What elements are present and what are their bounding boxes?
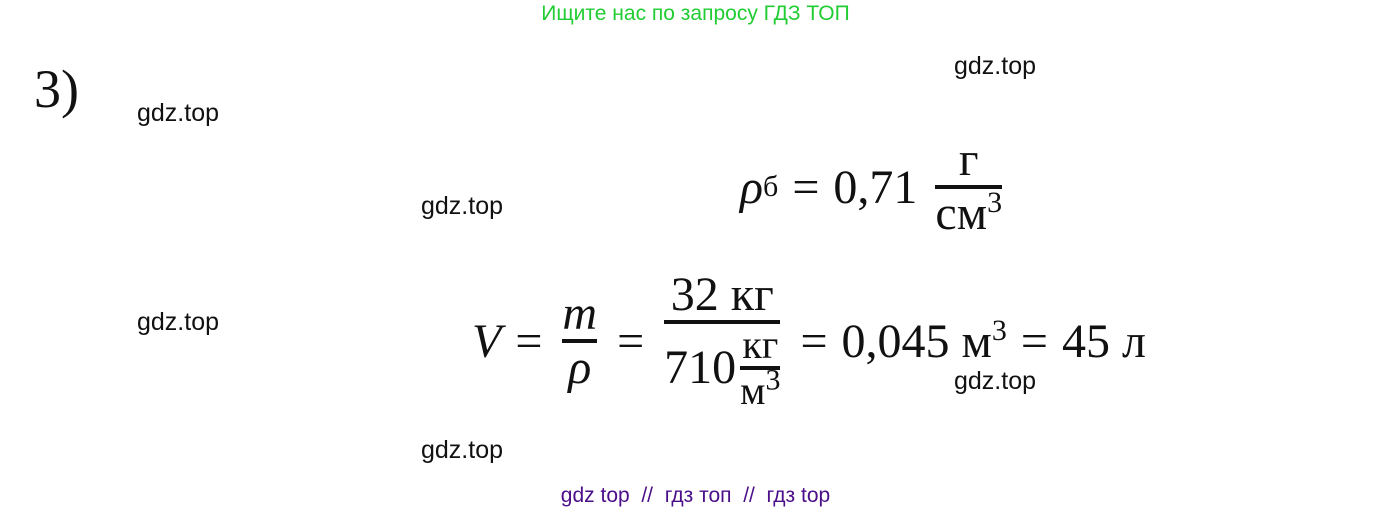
watermark: gdz.top bbox=[137, 99, 220, 127]
watermark: gdz.top bbox=[421, 436, 504, 464]
volume-equation: V = m ρ = 32 кг 710 кг м3 = 0,045 м3 = 4… bbox=[472, 268, 1146, 414]
volume-symbol: V bbox=[472, 314, 502, 368]
equals: = bbox=[792, 160, 820, 214]
equals: = bbox=[1020, 314, 1048, 368]
density-value: 0,71 bbox=[833, 160, 918, 214]
denominator: см3 bbox=[935, 186, 1003, 241]
mass-density-fraction: m ρ bbox=[562, 286, 598, 395]
footer-banner: gdz top // гдз топ // гдз top bbox=[560, 484, 831, 507]
header-banner: Ищите нас по запросу ГДЗ ТОП bbox=[541, 2, 850, 25]
numerator: г bbox=[958, 133, 979, 186]
subscript: б bbox=[763, 170, 779, 204]
problem-number: 3) bbox=[34, 59, 79, 119]
watermark: gdz.top bbox=[954, 367, 1037, 395]
result-liters: 45 л bbox=[1062, 314, 1146, 368]
watermark: gdz.top bbox=[954, 52, 1037, 80]
unit-fraction: г см3 bbox=[935, 133, 1003, 241]
equals: = bbox=[617, 314, 645, 368]
watermark: gdz.top bbox=[137, 308, 220, 336]
result-m3: 0,045 м3 bbox=[841, 313, 1007, 368]
equals: = bbox=[515, 314, 543, 368]
watermark: gdz.top bbox=[421, 192, 504, 220]
equals: = bbox=[800, 314, 828, 368]
value-fraction: 32 кг 710 кг м3 bbox=[664, 268, 781, 414]
rho-symbol: ρ bbox=[740, 160, 764, 214]
